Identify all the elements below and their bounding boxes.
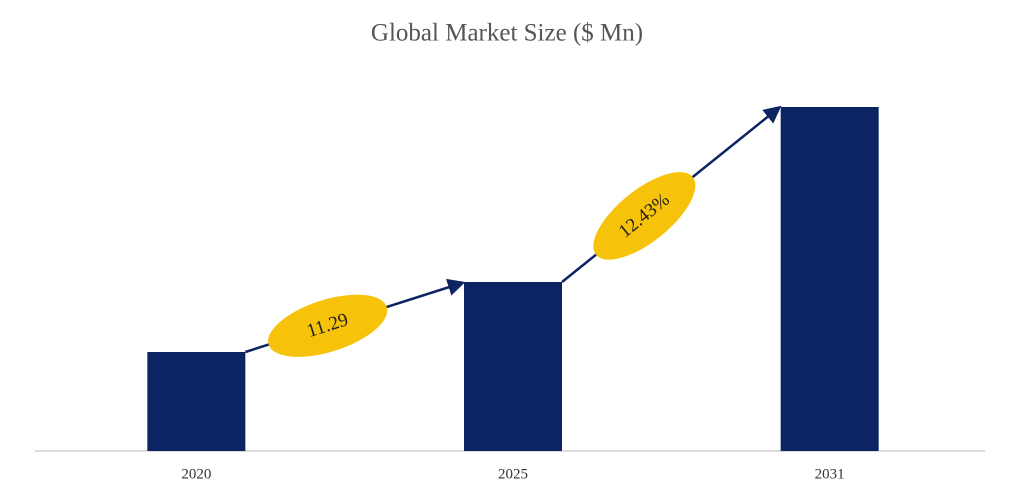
- growth-label: 11.29: [268, 294, 388, 357]
- growth-badge: [268, 294, 388, 357]
- bar: [780, 107, 879, 451]
- chart-title: Global Market Size ($ Mn): [371, 20, 643, 47]
- growth-label: 12.43%: [593, 172, 696, 260]
- bar: [464, 282, 562, 451]
- x-tick-label: 2025: [498, 466, 528, 482]
- x-tick-label: 2020: [181, 466, 211, 482]
- growth-badge: [593, 172, 696, 260]
- x-tick-label: 2031: [815, 466, 845, 482]
- bar: [147, 352, 246, 451]
